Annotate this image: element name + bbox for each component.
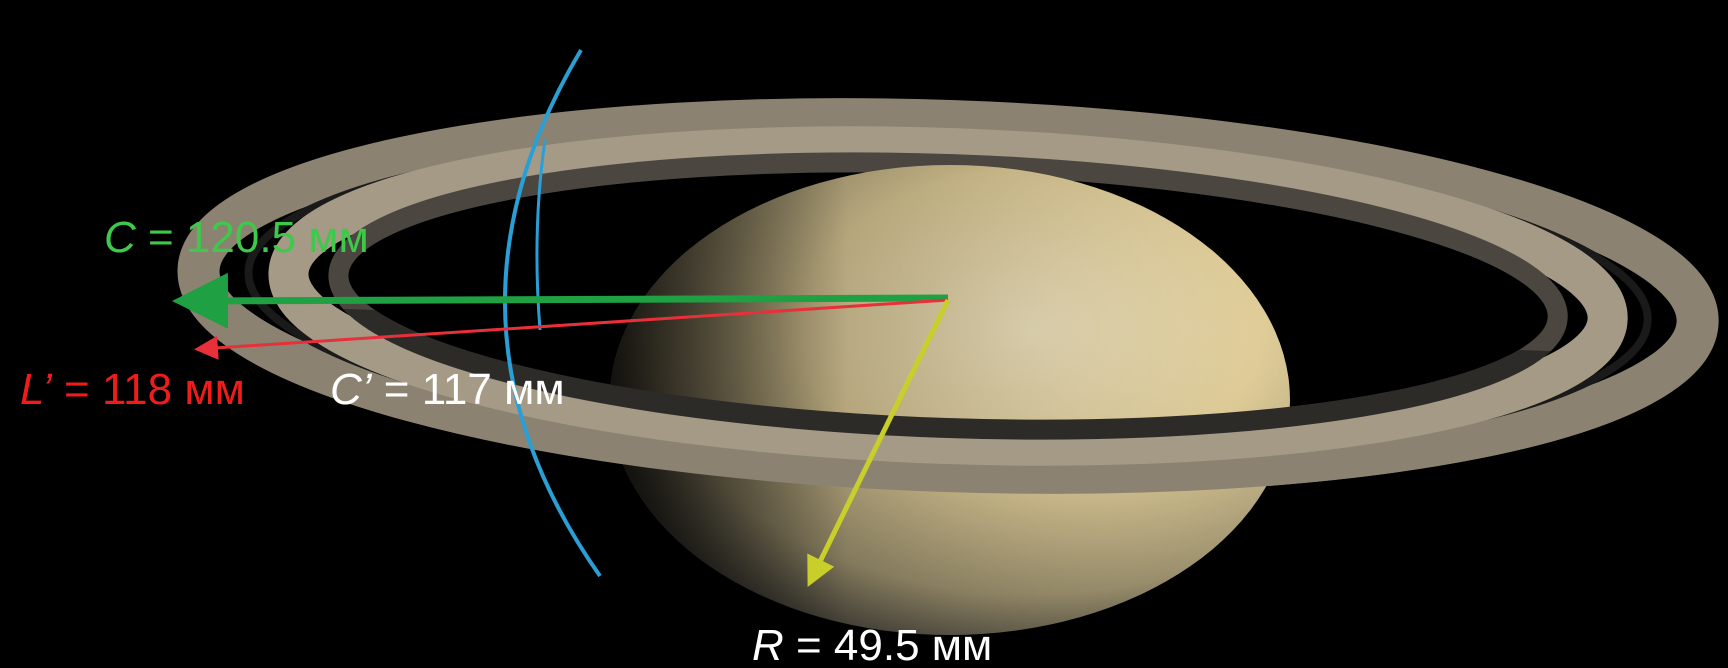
label-c: C = 120.5 мм (104, 213, 369, 262)
label-text: = 117 мм (372, 365, 565, 414)
arrow-l (194, 298, 949, 360)
label-l: L’ = 118 мм (20, 365, 245, 414)
arrow-r (807, 298, 951, 587)
label-symbol: C (104, 213, 137, 262)
label-text: = 120.5 мм (136, 213, 369, 262)
label-symbol: R (752, 621, 784, 668)
arc (503, 48, 602, 578)
label-symbol: C’ (330, 365, 373, 414)
label-text: = 49.5 мм (784, 621, 993, 668)
label-r: R = 49.5 мм (752, 621, 992, 668)
label-symbol: L’ (20, 365, 53, 414)
label-c-prime: C’ = 117 мм (330, 365, 565, 414)
label-text: = 118 мм (52, 365, 245, 414)
arc-chord (535, 139, 547, 331)
planet-shadow (610, 165, 1290, 635)
arrow-c (172, 272, 949, 329)
